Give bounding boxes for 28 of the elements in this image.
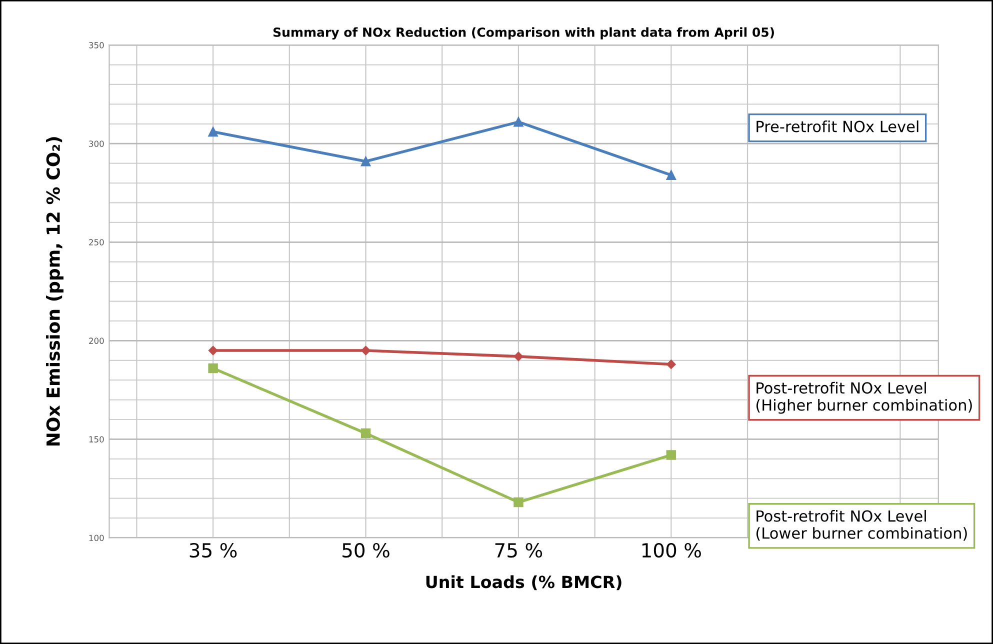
x-tick-label: 50 % (342, 542, 390, 558)
y-tick-label: 350 (89, 42, 104, 48)
x-tick-label: 35 % (190, 542, 237, 558)
point (360, 156, 371, 166)
point (666, 170, 676, 180)
x-axis-title: Unit Loads (% BMCR) (426, 575, 622, 590)
point (514, 352, 524, 362)
point (208, 126, 218, 137)
y-tick-label: 100 (89, 534, 104, 542)
y-tick-label: 200 (89, 338, 104, 344)
chart-title: Summary of NOx Reduction (Comparison with plant data from April 05) (273, 27, 774, 40)
point (360, 428, 371, 438)
text: Post-retrofit NOx Level (Higher burner combination) (756, 382, 972, 414)
y-tick-label: 300 (89, 140, 104, 147)
point (361, 346, 370, 356)
point (514, 497, 524, 508)
text: Post-retrofit NOx Level (Lower burner combination) (756, 510, 967, 541)
y-tick-label: 150 (89, 436, 104, 442)
point (666, 360, 676, 369)
x-tick-label: 100 % (642, 542, 701, 558)
x-tick-label: 75 % (495, 542, 542, 558)
point (208, 363, 218, 374)
y-axis-title: NOx Emission (ppm, 12 % CO₂) (46, 137, 64, 446)
point (514, 117, 524, 127)
point (208, 346, 218, 356)
point (666, 450, 676, 460)
text: Pre-retrofit NOx Level (756, 120, 918, 132)
y-tick-label: 250 (89, 239, 104, 246)
